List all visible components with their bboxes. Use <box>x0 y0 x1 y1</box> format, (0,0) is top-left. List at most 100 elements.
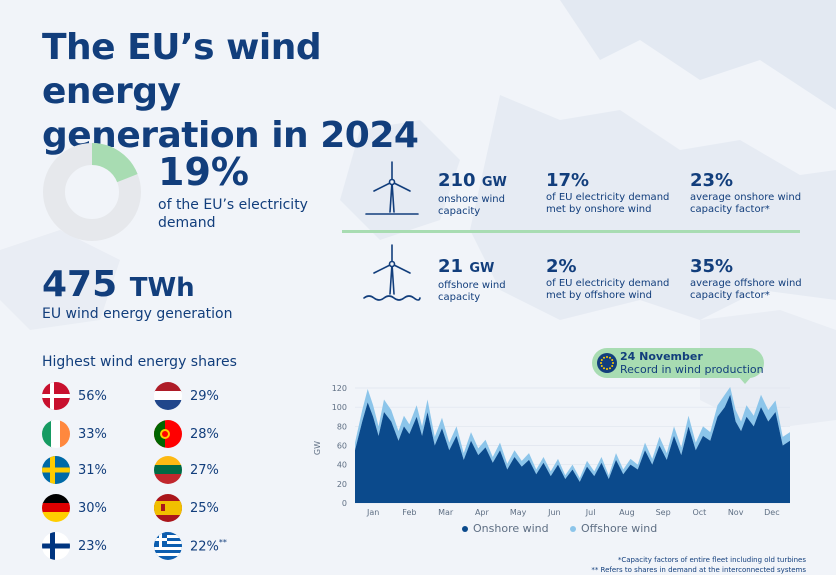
offshore-demand: 2% of EU electricity demand met by offsh… <box>546 256 676 302</box>
offshore-demand-label: of EU electricity demand met by offshore… <box>546 278 670 301</box>
country-share-greece: 22%** <box>154 532 227 560</box>
country-share-germany: 30% <box>42 494 107 522</box>
legend-offshore: Offshore wind <box>570 522 657 535</box>
page-title: The EU’s wind energy generation in 2024 <box>42 27 419 156</box>
country-share-finland: 23% <box>42 532 107 560</box>
record-text: Record in wind production <box>620 363 764 376</box>
onshore-factor-value: 23% <box>690 170 734 191</box>
share-value: 56% <box>78 388 107 404</box>
offshore-capacity-number: 21 <box>438 256 464 277</box>
onshore-legend-label: Onshore wind <box>473 522 549 535</box>
x-tick-label: Jun <box>547 508 561 517</box>
finland-flag-icon <box>42 532 70 560</box>
offshore-area <box>355 387 790 482</box>
country-share-netherlands: 29% <box>154 382 219 410</box>
y-axis-label: GW <box>313 441 322 455</box>
denmark-flag-icon <box>42 382 70 410</box>
y-tick-label: 80 <box>337 422 347 431</box>
onshore-turbine-icon <box>365 161 419 215</box>
x-tick-label: May <box>510 508 527 517</box>
offshore-demand-value: 2% <box>546 256 577 277</box>
x-tick-label: Nov <box>728 508 744 517</box>
x-tick-label: Feb <box>402 508 416 517</box>
onshore-legend-swatch <box>462 525 468 532</box>
x-tick-label: Sep <box>656 508 671 517</box>
offshore-legend-swatch <box>570 525 576 532</box>
share-value: 29% <box>190 388 219 404</box>
onshore-factor-label: average onshore wind capacity factor* <box>690 192 802 215</box>
share-value: 27% <box>190 462 219 478</box>
footnote-shares: ** Refers to shares in demand at the int… <box>591 566 806 574</box>
generation-value: 475 TWh <box>42 265 195 308</box>
lithuania-flag-icon <box>154 456 182 484</box>
share-value-text: 22% <box>190 539 219 555</box>
greece-flag-icon <box>154 532 182 560</box>
shares-title: Highest wind energy shares <box>42 354 237 370</box>
onshore-capacity-number: 210 <box>438 170 476 191</box>
footnote-capacity: *Capacity factors of entire fleet includ… <box>617 556 806 564</box>
x-tick-label: Oct <box>692 508 706 517</box>
y-tick-label: 60 <box>337 442 347 451</box>
demand-share-donut <box>43 143 141 241</box>
donut-share-arc <box>43 143 141 241</box>
onshore-capacity: 210 GW onshore wind capacity <box>438 170 538 218</box>
share-value: 31% <box>78 462 107 478</box>
generation-number: 475 <box>42 264 118 305</box>
y-tick-label: 120 <box>332 384 347 393</box>
ireland-flag-icon <box>42 420 70 448</box>
onshore-demand: 17% of EU electricity demand met by onsh… <box>546 170 676 216</box>
onshore-demand-value: 17% <box>546 170 590 191</box>
country-share-spain: 25% <box>154 494 219 522</box>
offshore-capacity-label: offshore wind capacity <box>438 280 506 303</box>
x-tick-label: Jan <box>366 508 379 517</box>
demand-share-label: of the EU’s electricity demand <box>158 197 308 231</box>
share-value: 23% <box>78 538 107 554</box>
share-value: 33% <box>78 426 107 442</box>
country-share-lithuania: 27% <box>154 456 219 484</box>
sweden-flag-icon <box>42 456 70 484</box>
stats-divider <box>342 230 800 233</box>
record-callout-pointer <box>738 376 752 384</box>
generation-label: EU wind energy generation <box>42 306 233 322</box>
x-tick-label: Mar <box>438 508 454 517</box>
offshore-legend-label: Offshore wind <box>581 522 658 535</box>
country-share-ireland: 33% <box>42 420 107 448</box>
eu-stars-icon <box>597 353 617 373</box>
germany-flag-icon <box>42 494 70 522</box>
x-tick-label: Aug <box>619 508 635 517</box>
onshore-area <box>355 394 790 503</box>
record-callout <box>592 348 764 378</box>
offshore-factor-label: average offshore wind capacity factor* <box>690 278 802 301</box>
offshore-factor: 35% average offshore wind capacity facto… <box>690 256 805 302</box>
demand-share-value: 19% <box>158 150 249 194</box>
portugal-flag-icon <box>154 420 182 448</box>
onshore-demand-label: of EU electricity demand met by onshore … <box>546 192 670 215</box>
netherlands-flag-icon <box>154 382 182 410</box>
country-share-sweden: 31% <box>42 456 107 484</box>
share-value: 25% <box>190 500 219 516</box>
y-tick-label: 40 <box>337 461 347 470</box>
offshore-factor-value: 35% <box>690 256 734 277</box>
onshore-capacity-unit: GW <box>481 175 507 190</box>
x-tick-label: Dec <box>764 508 779 517</box>
country-share-denmark: 56% <box>42 382 107 410</box>
legend-onshore: Onshore wind <box>462 522 549 535</box>
country-share-portugal: 28% <box>154 420 219 448</box>
y-tick-label: 20 <box>337 480 347 489</box>
wind-generation-chart: 0 20 40 60 80 100 120 Jan Feb Mar Apr May Jun Jul Aug… <box>313 384 790 517</box>
x-tick-label: Jul <box>585 508 596 517</box>
onshore-capacity-value: 210 GW <box>438 170 538 194</box>
x-tick-label: Apr <box>475 508 490 517</box>
record-date: 24 November <box>620 350 703 363</box>
share-value: 22%** <box>190 538 227 554</box>
offshore-turbine-icon <box>363 244 421 301</box>
y-tick-label: 0 <box>342 499 347 508</box>
share-note: ** <box>218 537 227 547</box>
share-value: 28% <box>190 426 219 442</box>
spain-flag-icon <box>154 494 182 522</box>
onshore-capacity-label: onshore wind capacity <box>438 194 505 217</box>
generation-unit: TWh <box>129 273 195 303</box>
offshore-capacity-value: 21 GW <box>438 256 538 280</box>
share-value: 30% <box>78 500 107 516</box>
